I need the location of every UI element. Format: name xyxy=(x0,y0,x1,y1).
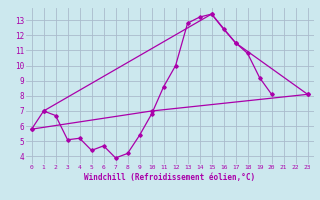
X-axis label: Windchill (Refroidissement éolien,°C): Windchill (Refroidissement éolien,°C) xyxy=(84,173,255,182)
